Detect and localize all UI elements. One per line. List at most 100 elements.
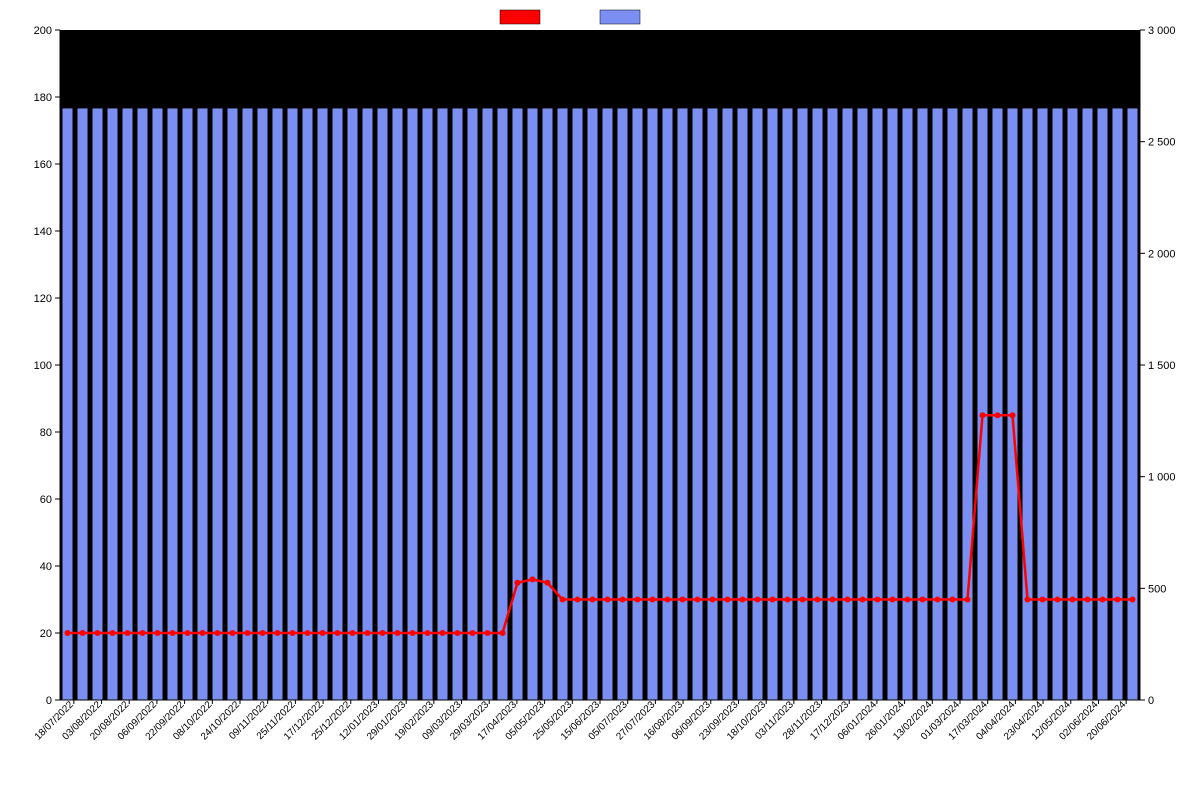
- bar: [482, 108, 493, 700]
- line-marker: [635, 597, 641, 603]
- bar: [257, 108, 268, 700]
- line-marker: [1010, 412, 1016, 418]
- bar: [497, 108, 508, 700]
- bar: [347, 108, 358, 700]
- bar: [62, 108, 73, 700]
- line-marker: [845, 597, 851, 603]
- bar: [632, 108, 643, 700]
- bar: [422, 108, 433, 700]
- bar: [1112, 108, 1123, 700]
- line-marker: [695, 597, 701, 603]
- line-marker: [440, 630, 446, 636]
- right-axis-tick-label: 2 500: [1148, 137, 1176, 149]
- line-marker: [950, 597, 956, 603]
- bar: [932, 108, 943, 700]
- bar: [872, 108, 883, 700]
- line-marker: [305, 630, 311, 636]
- bar: [1067, 108, 1078, 700]
- line-marker: [395, 630, 401, 636]
- bar: [572, 108, 583, 700]
- line-marker: [680, 597, 686, 603]
- bar: [212, 108, 223, 700]
- bar: [677, 108, 688, 700]
- chart-container: 02040608010012014016018020005001 0001 50…: [0, 0, 1200, 800]
- line-marker: [965, 597, 971, 603]
- right-axis-tick-label: 3 000: [1148, 25, 1176, 37]
- line-marker: [245, 630, 251, 636]
- left-axis-tick-label: 120: [34, 293, 52, 305]
- bar: [602, 108, 613, 700]
- legend-swatch: [600, 10, 640, 24]
- bar: [197, 108, 208, 700]
- right-axis-tick-label: 0: [1148, 695, 1154, 707]
- bar: [662, 108, 673, 700]
- bar: [242, 108, 253, 700]
- line-marker: [1130, 597, 1136, 603]
- bar: [437, 108, 448, 700]
- line-marker: [155, 630, 161, 636]
- line-marker: [740, 597, 746, 603]
- line-marker: [485, 630, 491, 636]
- line-marker: [260, 630, 266, 636]
- left-axis-tick-label: 160: [34, 159, 52, 171]
- left-axis-tick-label: 0: [46, 695, 52, 707]
- line-marker: [575, 597, 581, 603]
- left-axis-tick-label: 40: [40, 561, 52, 573]
- bar: [887, 108, 898, 700]
- left-axis-tick-label: 60: [40, 494, 52, 506]
- bar: [827, 108, 838, 700]
- line-marker: [665, 597, 671, 603]
- line-marker: [890, 597, 896, 603]
- bar: [842, 108, 853, 700]
- bar: [1082, 108, 1093, 700]
- bar: [977, 108, 988, 700]
- line-marker: [755, 597, 761, 603]
- bar: [137, 108, 148, 700]
- bar: [332, 108, 343, 700]
- line-marker: [170, 630, 176, 636]
- line-marker: [650, 597, 656, 603]
- left-axis-tick-label: 140: [34, 226, 52, 238]
- bar: [107, 108, 118, 700]
- chart-svg: 02040608010012014016018020005001 0001 50…: [0, 0, 1200, 800]
- bar: [377, 108, 388, 700]
- line-marker: [185, 630, 191, 636]
- line-marker: [905, 597, 911, 603]
- line-marker: [230, 630, 236, 636]
- line-marker: [65, 630, 71, 636]
- line-marker: [110, 630, 116, 636]
- bar: [962, 108, 973, 700]
- line-marker: [935, 597, 941, 603]
- bar: [527, 108, 538, 700]
- line-marker: [830, 597, 836, 603]
- line-marker: [995, 412, 1001, 418]
- line-marker: [140, 630, 146, 636]
- left-axis-tick-label: 80: [40, 427, 52, 439]
- line-marker: [470, 630, 476, 636]
- line-marker: [785, 597, 791, 603]
- right-axis-tick-label: 1 000: [1148, 472, 1176, 484]
- line-marker: [365, 630, 371, 636]
- bar: [167, 108, 178, 700]
- right-axis-tick-label: 2 000: [1148, 248, 1176, 260]
- bar: [362, 108, 373, 700]
- line-marker: [875, 597, 881, 603]
- line-marker: [710, 597, 716, 603]
- bar: [152, 108, 163, 700]
- right-axis-tick-label: 500: [1148, 583, 1166, 595]
- legend-swatch: [500, 10, 540, 24]
- bar: [1007, 108, 1018, 700]
- bar: [947, 108, 958, 700]
- bar: [272, 108, 283, 700]
- line-marker: [545, 580, 551, 586]
- line-marker: [980, 412, 986, 418]
- bar: [1022, 108, 1033, 700]
- line-marker: [590, 597, 596, 603]
- left-axis-tick-label: 20: [40, 628, 52, 640]
- bar: [317, 108, 328, 700]
- line-marker: [350, 630, 356, 636]
- bar: [302, 108, 313, 700]
- line-marker: [1040, 597, 1046, 603]
- line-marker: [800, 597, 806, 603]
- bar: [857, 108, 868, 700]
